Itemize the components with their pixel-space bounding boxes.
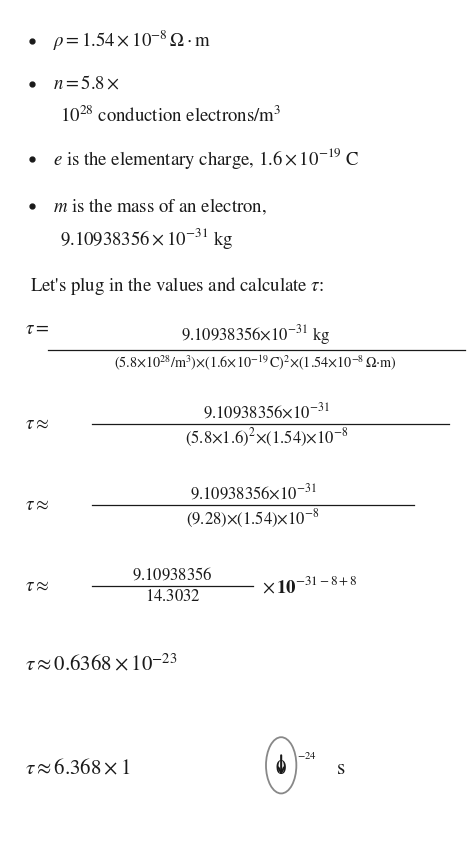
Text: $\tau \approx$: $\tau \approx$ [25,416,50,433]
Text: $0$: $0$ [275,759,287,779]
Text: $9.10938356$: $9.10938356$ [132,567,213,584]
Text: $14.3032$: $14.3032$ [145,589,201,605]
Text: $\mathrm{s}$: $\mathrm{s}$ [337,759,346,779]
Text: $(5.8{\times}10^{28}/\mathrm{m}^3){\times}(1.6{\times}10^{-19}\,\mathrm{C})^2{\t: $(5.8{\times}10^{28}/\mathrm{m}^3){\time… [114,353,397,372]
Text: $9.10938356{\times}10^{-31}$: $9.10938356{\times}10^{-31}$ [203,402,330,422]
Text: $(9.28){\times}(1.54){\times}10^{-8}$: $(9.28){\times}(1.54){\times}10^{-8}$ [186,508,320,530]
Text: $\tau \approx$: $\tau \approx$ [25,578,50,595]
Text: Let's plug in the values and calculate $\tau$:: Let's plug in the values and calculate $… [30,275,324,297]
Text: $\tau \approx 0.6368 \times 10^{-23}$: $\tau \approx 0.6368 \times 10^{-23}$ [25,654,178,675]
Text: $10^{28}$ conduction electrons$/\mathrm{m}^3$: $10^{28}$ conduction electrons$/\mathrm{… [60,106,281,126]
Text: $9.10938356{\times}10^{-31}$: $9.10938356{\times}10^{-31}$ [190,483,317,503]
Text: $9.10938356 \times 10^{-31}$ kg: $9.10938356 \times 10^{-31}$ kg [60,226,233,251]
Text: $\tau = $: $\tau = $ [25,320,50,338]
Text: $(5.8{\times}1.6)^2{\times}(1.54){\times}10^{-8}$: $(5.8{\times}1.6)^2{\times}(1.54){\times… [185,427,349,449]
Text: $\times\, \mathbf{10}^{-31-8+8}$: $\times\, \mathbf{10}^{-31-8+8}$ [262,576,358,597]
Text: ${}^{-24}$: ${}^{-24}$ [297,753,317,766]
Text: $\tau \approx$: $\tau \approx$ [25,497,50,514]
Text: $e$ is the elementary charge, $1.6 \times 10^{-19}$ C: $e$ is the elementary charge, $1.6 \time… [53,146,360,171]
Text: $n = 5.8 \times$: $n = 5.8 \times$ [53,74,120,93]
Text: $\tau \approx 6.368 \times 1$: $\tau \approx 6.368 \times 1$ [25,759,131,779]
Text: $m$ is the mass of an electron,: $m$ is the mass of an electron, [53,196,267,216]
Text: $9.10938356{\times}10^{-31}$ kg: $9.10938356{\times}10^{-31}$ kg [181,323,330,347]
Text: $\rho = 1.54 \times 10^{-8}\,\Omega\cdot\mathrm{m}$: $\rho = 1.54 \times 10^{-8}\,\Omega\cdot… [53,29,210,53]
